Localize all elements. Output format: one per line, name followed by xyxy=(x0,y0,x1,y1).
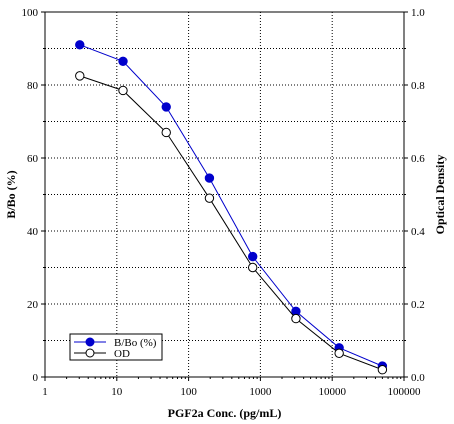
x-tick-label: 10000 xyxy=(318,386,346,398)
legend-box xyxy=(69,333,163,361)
series-1-point xyxy=(291,313,301,324)
legend-marker-1 xyxy=(85,348,95,358)
series-layer xyxy=(75,40,388,375)
y-left-tick-label: 60 xyxy=(27,153,39,165)
plot-frame xyxy=(44,11,405,378)
x-tick-label: 10 xyxy=(111,386,123,398)
series-line-1 xyxy=(79,75,383,371)
series-line-0 xyxy=(79,44,383,367)
series-1-point xyxy=(204,193,215,203)
gridlines xyxy=(45,12,404,377)
y-right-tick-label: 1.0 xyxy=(411,7,425,19)
legend-label-0: B/Bo (%) xyxy=(114,337,157,349)
series-1-point xyxy=(334,348,344,358)
y-left-tick-label: 0 xyxy=(33,372,39,384)
series-0-point xyxy=(75,40,85,50)
series-1-point xyxy=(161,127,171,138)
y-left-tick-label: 20 xyxy=(27,299,39,311)
series-0-point xyxy=(247,251,258,262)
y-right-tick-label: 0.6 xyxy=(411,153,425,165)
y-left-tick-label: 80 xyxy=(27,80,39,92)
axis-ticks: 1 10 100 1000 10000 100000 0 20 40 60 80 100 0.0 0.2 0… xyxy=(22,7,426,398)
x-tick-label: 1000 xyxy=(249,386,272,398)
series-1-point xyxy=(377,365,388,375)
y-right-tick-label: 0.8 xyxy=(411,80,425,92)
y-right-tick-label: 0.2 xyxy=(411,299,425,311)
series-1-point xyxy=(75,71,85,81)
x-tick-label: 1 xyxy=(42,386,48,398)
legend: B/Bo (%)OD xyxy=(69,333,163,361)
series-0-point xyxy=(118,56,128,66)
legend-label-1: OD xyxy=(114,348,130,360)
series-1-point xyxy=(118,85,128,96)
x-tick-label: 100 xyxy=(180,386,197,398)
legend-marker-0 xyxy=(85,337,95,347)
series-0-point xyxy=(204,173,215,183)
x-tick-label: 100000 xyxy=(388,386,422,398)
y-left-tick-label: 40 xyxy=(27,226,39,238)
series-1-point xyxy=(247,262,258,273)
series-0-point xyxy=(161,102,171,112)
y-right-tick-label: 0.0 xyxy=(411,372,425,384)
y-right-tick-label: 0.4 xyxy=(411,226,425,238)
y-axis-left-label: B/Bo (%) xyxy=(4,170,18,218)
y-left-tick-label: 100 xyxy=(22,7,39,19)
y-axis-right-label: Optical Density xyxy=(433,155,447,235)
x-axis-label: PGF2a Conc. (pg/mL) xyxy=(168,406,282,420)
